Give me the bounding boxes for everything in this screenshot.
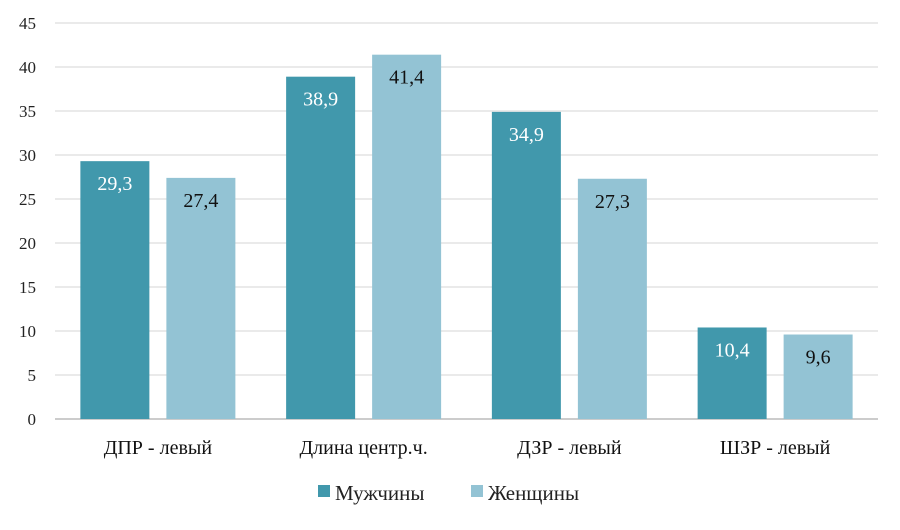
bar-men <box>80 161 150 419</box>
data-label: 41,4 <box>389 67 424 89</box>
y-axis-ticks: 0 5 10 15 20 25 30 35 40 45 <box>19 14 36 429</box>
bar-women <box>577 178 647 419</box>
legend: Мужчины Женщины <box>318 481 579 505</box>
data-label: 27,3 <box>595 191 630 213</box>
bar-men <box>491 111 561 419</box>
legend-label: Женщины <box>488 481 579 505</box>
y-tick-label: 10 <box>19 322 36 341</box>
y-tick-label: 35 <box>19 102 36 121</box>
y-tick-label: 40 <box>19 58 36 77</box>
category-label: ДЗР - левый <box>517 437 622 459</box>
legend-item-men: Мужчины <box>318 481 425 505</box>
legend-swatch <box>318 485 330 497</box>
bar-men <box>286 76 356 420</box>
x-axis-categories: ДПР - левый Длина центр.ч. ДЗР - левый ШЗР … <box>104 437 831 459</box>
bar-men <box>697 327 767 419</box>
y-tick-label: 15 <box>19 278 36 297</box>
data-label: 29,3 <box>97 173 132 195</box>
y-tick-label: 45 <box>19 14 36 33</box>
bars <box>80 54 853 420</box>
y-tick-label: 20 <box>19 234 36 253</box>
data-label: 27,4 <box>183 190 218 212</box>
bar-women <box>166 177 236 419</box>
data-label: 9,6 <box>806 347 831 369</box>
legend-swatch <box>471 485 483 497</box>
legend-item-women: Женщины <box>471 481 579 505</box>
data-label: 10,4 <box>715 339 750 361</box>
legend-label: Мужчины <box>335 481 425 505</box>
category-label: ДПР - левый <box>104 437 213 459</box>
category-label: Длина центр.ч. <box>300 437 428 459</box>
data-label: 38,9 <box>303 89 338 111</box>
data-labels: 29,3 27,4 38,9 41,4 34,9 27,3 10,4 9,6 <box>97 67 830 369</box>
data-label: 34,9 <box>509 124 544 146</box>
category-label: ШЗР - левый <box>720 437 831 459</box>
y-tick-label: 30 <box>19 146 36 165</box>
y-tick-label: 25 <box>19 190 36 209</box>
bar-women <box>372 54 442 420</box>
bar-women <box>783 334 853 419</box>
y-tick-label: 5 <box>28 366 37 385</box>
y-tick-label: 0 <box>28 410 37 429</box>
